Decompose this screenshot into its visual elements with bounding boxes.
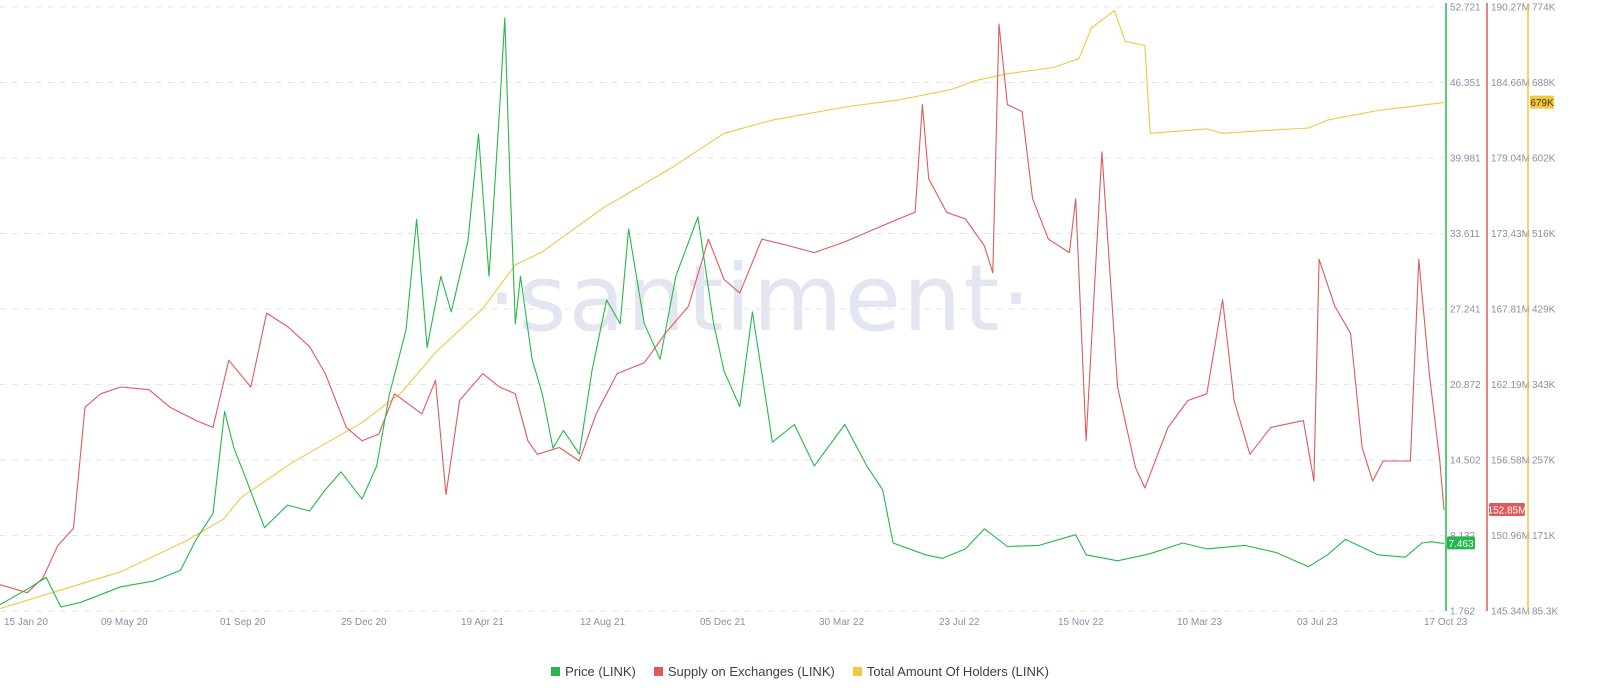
y-tick-price: 52.721 <box>1450 3 1481 14</box>
x-tick: 15 Nov 22 <box>1058 617 1104 628</box>
badge-price: 7.463 <box>1447 536 1475 550</box>
y-tick-holders: 171K <box>1532 531 1556 542</box>
y-tick-holders: 516K <box>1532 229 1556 240</box>
badge-label-price: 7.463 <box>1448 539 1473 550</box>
y-tick-supply: 167.81M <box>1491 305 1530 316</box>
x-tick: 09 May 20 <box>101 617 148 628</box>
series-line-supply <box>0 23 1445 594</box>
axes-layer: 52.721 46.351 39.981 33.611 27.241 20.872 14.5… <box>1445 3 1558 618</box>
santiment-watermark: ·santiment· <box>487 245 1032 352</box>
x-tick: 17 Oct 23 <box>1424 617 1468 628</box>
y-tick-price: 46.351 <box>1450 78 1481 89</box>
legend-swatch-supply <box>653 667 663 676</box>
y-tick-supply: 162.19M <box>1491 380 1530 391</box>
y-tick-holders: 343K <box>1532 380 1556 391</box>
y-tick-price: 20.872 <box>1450 380 1481 391</box>
y-tick-price: 33.611 <box>1450 229 1480 240</box>
legend-swatch-price <box>551 667 561 676</box>
y-tick-price: 14.502 <box>1450 456 1481 467</box>
legend-item-holders[interactable]: Total Amount Of Holders (LINK) <box>852 664 1049 679</box>
legend-item-price[interactable]: Price (LINK) <box>551 664 636 679</box>
x-tick: 19 Apr 21 <box>461 617 504 628</box>
y-tick-holders: 688K <box>1532 78 1556 89</box>
y-tick-holders: 85.3K <box>1532 607 1558 618</box>
badge-bg-supply <box>1489 503 1525 517</box>
series-layer <box>0 9 1445 610</box>
legend-item-supply[interactable]: Supply on Exchanges (LINK) <box>653 664 835 679</box>
legend-label-supply: Supply on Exchanges (LINK) <box>667 664 835 679</box>
last-value-badges: 7.463 152.85M 679K <box>1447 95 1554 550</box>
x-tick: 12 Aug 21 <box>580 617 625 628</box>
y-tick-price: 27.241 <box>1450 305 1481 316</box>
y-tick-holders: 602K <box>1532 154 1556 165</box>
x-tick: 25 Dec 20 <box>341 617 387 628</box>
x-tick: 15 Jan 20 <box>4 617 48 628</box>
y-tick-price: 1.762 <box>1450 607 1475 618</box>
badge-label-holders: 679K <box>1530 98 1554 109</box>
y-tick-holders: 774K <box>1532 3 1556 14</box>
chart-legend: Price (LINK) Supply on Exchanges (LINK) … <box>0 664 1600 679</box>
legend-label-price: Price (LINK) <box>565 664 636 679</box>
y-tick-supply: 179.04M <box>1491 154 1530 165</box>
x-axis: 15 Jan 20 09 May 20 01 Sep 20 25 Dec 20 19 A… <box>4 617 1468 628</box>
y-tick-supply: 190.27M <box>1491 3 1530 14</box>
x-tick: 30 Mar 22 <box>819 617 864 628</box>
x-tick: 03 Jul 23 <box>1297 617 1338 628</box>
x-tick: 01 Sep 20 <box>220 617 266 628</box>
legend-label-holders: Total Amount Of Holders (LINK) <box>866 664 1049 679</box>
badge-bg-price <box>1447 536 1475 550</box>
series-line-price <box>0 17 1445 608</box>
y-tick-supply: 156.58M <box>1491 456 1530 467</box>
badge-supply: 152.85M <box>1488 503 1527 517</box>
y-tick-supply: 184.66M <box>1491 78 1530 89</box>
badge-holders: 679K <box>1530 95 1554 109</box>
y-tick-supply: 150.96M <box>1491 531 1530 542</box>
x-tick: 05 Dec 21 <box>700 617 746 628</box>
y-tick-price: 39.981 <box>1450 154 1481 165</box>
y-tick-holders: 257K <box>1532 456 1556 467</box>
chart-gridlines <box>0 6 1444 612</box>
legend-swatch-holders <box>852 667 862 676</box>
badge-bg-holders <box>1530 95 1554 109</box>
y-tick-holders: 429K <box>1532 305 1556 316</box>
badge-label-supply: 152.85M <box>1488 506 1527 517</box>
y-tick-supply: 145.34M <box>1491 607 1530 618</box>
series-line-holders <box>0 9 1445 610</box>
y-tick-supply: 173.43M <box>1491 229 1530 240</box>
x-tick: 23 Jul 22 <box>939 617 980 628</box>
x-tick: 10 Mar 23 <box>1177 617 1222 628</box>
